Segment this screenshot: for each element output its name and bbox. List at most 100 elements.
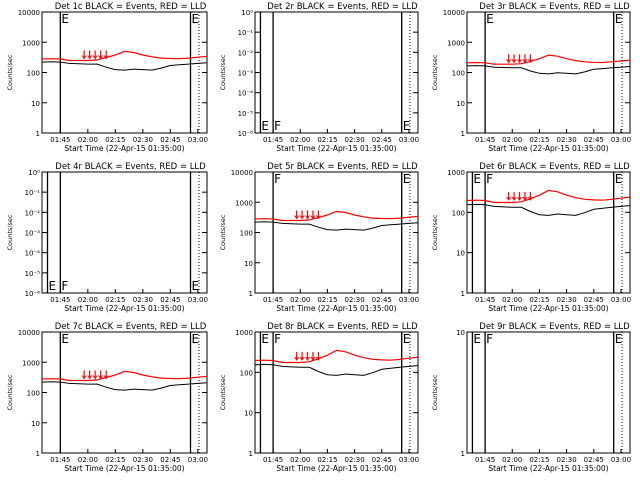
x-tick-label: 02:30 bbox=[345, 456, 365, 464]
y-axis-label: Counts/sec bbox=[431, 54, 439, 90]
plot-frame bbox=[41, 171, 208, 294]
x-axis-label: Start Time (22-Apr-15 01:35:00) bbox=[488, 304, 608, 313]
y-tick-label: 1000 bbox=[235, 329, 253, 337]
x-tick-label: 03:00 bbox=[188, 296, 208, 304]
lld-spike-head bbox=[103, 375, 109, 380]
lld-spike-head bbox=[506, 59, 512, 64]
y-tick-label: 1000 bbox=[235, 199, 253, 207]
y-axis-label: Counts/sec bbox=[219, 54, 227, 90]
x-tick-label: 02:30 bbox=[557, 456, 577, 464]
panel-title: Det 5r BLACK = Events, RED = LLD bbox=[267, 162, 418, 172]
x-axis-label: Start Time (22-Apr-15 01:35:00) bbox=[64, 464, 184, 473]
panel-4r: Det 4r BLACK = Events, RED = LLD 10⁻⁶ 10⁻⁵… bbox=[6, 162, 208, 313]
x-tick-label: 02:30 bbox=[557, 296, 577, 304]
y-tick-label: 10⁻¹ bbox=[238, 29, 254, 37]
x-tick-label: 02:15 bbox=[105, 456, 125, 464]
x-tick-label: 02:45 bbox=[584, 456, 604, 464]
x-tick-label: 01:45 bbox=[263, 456, 283, 464]
x-tick-label: 01:45 bbox=[50, 136, 70, 144]
lld-spike-head bbox=[87, 375, 93, 380]
y-tick-label: 10 bbox=[456, 100, 465, 108]
x-tick-label: 02:00 bbox=[290, 456, 310, 464]
flag-label: E bbox=[261, 332, 269, 346]
y-axis-label: Counts/sec bbox=[6, 54, 14, 90]
x-tick-label: 02:00 bbox=[502, 136, 522, 144]
y-axis-label: Counts/sec bbox=[6, 214, 14, 250]
x-tick-label: 02:15 bbox=[317, 456, 337, 464]
x-tick-label: 02:00 bbox=[78, 136, 98, 144]
x-axis-label: Start Time (22-Apr-15 01:35:00) bbox=[276, 304, 396, 313]
x-tick-label: 02:15 bbox=[105, 136, 125, 144]
lld-spike-head bbox=[305, 215, 310, 220]
y-tick-label: 1 bbox=[461, 450, 465, 458]
x-tick-label: 01:45 bbox=[50, 296, 70, 304]
y-axis-label: Counts/sec bbox=[431, 374, 439, 410]
x-tick-label: 03:00 bbox=[611, 136, 631, 144]
y-tick-label: 10⁻⁴ bbox=[238, 90, 254, 98]
y-tick-label: 10 bbox=[244, 260, 253, 268]
lld-spike-head bbox=[81, 375, 87, 380]
events-series-line bbox=[254, 221, 419, 231]
panel-title: Det 1c BLACK = Events, RED = LLD bbox=[55, 2, 207, 12]
plot-frame bbox=[41, 331, 208, 454]
y-tick-label: 10000 bbox=[443, 9, 465, 17]
flag-label: E bbox=[49, 279, 57, 293]
lld-series-line bbox=[41, 50, 208, 62]
x-axis-label: Start Time (22-Apr-15 01:35:00) bbox=[488, 144, 608, 153]
panel-9r: Det 9r BLACK = Events, RED = LLD 1 10 Count… bbox=[431, 322, 631, 473]
flag-label: F bbox=[274, 172, 281, 186]
x-tick-label: 02:45 bbox=[372, 456, 392, 464]
x-tick-label: 01:45 bbox=[50, 456, 70, 464]
x-axis-label: Start Time (22-Apr-15 01:35:00) bbox=[276, 464, 396, 473]
flag-label: F bbox=[274, 332, 281, 346]
flag-label: E bbox=[192, 332, 200, 346]
x-tick-label: 02:00 bbox=[290, 136, 310, 144]
lld-spike-head bbox=[294, 356, 300, 361]
lld-spike-head bbox=[310, 356, 316, 361]
lld-spike-head bbox=[511, 59, 517, 64]
x-tick-label: 01:45 bbox=[475, 136, 495, 144]
x-tick-label: 02:15 bbox=[529, 456, 549, 464]
lld-series-line bbox=[254, 210, 419, 222]
panel-title: Det 3r BLACK = Events, RED = LLD bbox=[479, 2, 630, 12]
flag-label: F bbox=[61, 279, 68, 293]
x-tick-label: 02:30 bbox=[133, 136, 153, 144]
x-tick-label: 02:15 bbox=[317, 296, 337, 304]
lld-spike-head bbox=[92, 55, 98, 60]
y-tick-label: 1 bbox=[461, 290, 465, 298]
lld-series-line bbox=[466, 54, 631, 65]
x-tick-label: 02:00 bbox=[78, 296, 98, 304]
y-tick-label: 1000 bbox=[22, 39, 40, 47]
plot-frame bbox=[466, 171, 631, 294]
lld-spike-head bbox=[81, 55, 87, 60]
x-tick-label: 02:45 bbox=[584, 296, 604, 304]
y-tick-label: 1 bbox=[249, 290, 253, 298]
panel-7c: Det 7c BLACK = Events, RED = LLD 1 10 100 10… bbox=[6, 322, 208, 473]
y-tick-label: 10 bbox=[456, 329, 465, 337]
plot-frame bbox=[254, 11, 419, 134]
x-tick-label: 03:00 bbox=[188, 456, 208, 464]
x-tick-label: 02:15 bbox=[529, 296, 549, 304]
y-axis-label: Counts/sec bbox=[219, 374, 227, 410]
lld-series-line bbox=[254, 349, 419, 364]
lld-spike-head bbox=[511, 196, 517, 201]
x-tick-label: 02:15 bbox=[529, 136, 549, 144]
y-tick-label: 10 bbox=[31, 100, 40, 108]
y-tick-label: 10⁻⁵ bbox=[25, 270, 41, 278]
lld-spike-head bbox=[98, 55, 104, 60]
flag-label: E bbox=[403, 332, 411, 346]
x-tick-label: 01:45 bbox=[263, 136, 283, 144]
x-tick-label: 02:00 bbox=[290, 296, 310, 304]
panel-5r: Det 5r BLACK = Events, RED = LLD 1 10 100 10… bbox=[219, 162, 419, 313]
x-tick-label: 02:45 bbox=[160, 136, 180, 144]
x-tick-label: 02:00 bbox=[78, 456, 98, 464]
lld-spike-head bbox=[98, 375, 104, 380]
events-series-line bbox=[41, 61, 208, 71]
flag-label: E bbox=[615, 172, 623, 186]
x-tick-label: 02:45 bbox=[584, 136, 604, 144]
x-tick-label: 03:00 bbox=[399, 136, 419, 144]
lld-spike-head bbox=[315, 356, 321, 361]
flag-label: E bbox=[473, 172, 481, 186]
y-tick-label: 10000 bbox=[18, 9, 40, 17]
